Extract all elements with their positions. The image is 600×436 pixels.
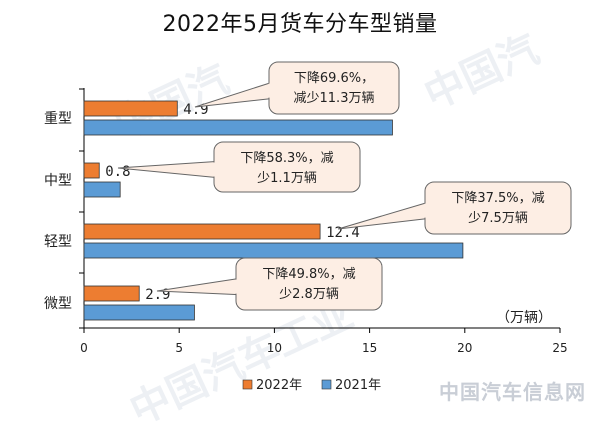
callout-join [268, 83, 272, 98]
x-tick-label: 20 [457, 341, 472, 355]
callout-text: 少1.1万辆 [257, 171, 317, 186]
callout-text: 少2.8万辆 [279, 287, 339, 302]
bar-2021 [83, 242, 464, 259]
callout-box [424, 181, 572, 235]
bar-2022 [83, 100, 178, 117]
x-tick-label: 0 [80, 341, 88, 355]
callout-text: 下降58.3%，减 [240, 151, 333, 166]
unit-label: （万辆） [496, 310, 552, 326]
bar-2022 [83, 285, 140, 302]
callout-pointer [117, 161, 217, 178]
callout-text: 下降69.6%， [294, 71, 374, 86]
callout-text: 下降49.8%，减 [262, 267, 355, 282]
callout-join [213, 162, 217, 177]
legend-label: 2021年 [335, 378, 381, 393]
callout-text: 下降37.5%，减 [451, 191, 544, 206]
x-tick-label: 5 [175, 341, 183, 355]
callout-pointer [337, 202, 428, 230]
x-tick-label: 15 [362, 341, 377, 355]
category-label: 中型 [44, 173, 72, 189]
callout-box [235, 257, 383, 311]
bar-2021 [83, 181, 121, 198]
bar-2022 [83, 162, 100, 179]
data-label: 12.4 [326, 225, 360, 241]
legend-swatch [242, 379, 253, 390]
callout-pointer [156, 278, 239, 296]
category-label: 轻型 [44, 234, 72, 250]
footer-logo: 中国汽车信息网 [439, 380, 586, 404]
bar-2021 [83, 119, 393, 136]
chart-stage: 2022年5月货车分车型销量 中国汽 中国汽 中国汽车工业 （万辆） 05101… [44, 12, 586, 435]
chart-title: 2022年5月货车分车型销量 [162, 12, 438, 37]
bar-2022 [83, 223, 321, 240]
callout-text: 少7.5万辆 [468, 211, 528, 226]
callout-join [235, 279, 239, 294]
callout-join [424, 203, 428, 218]
legend-swatch [321, 379, 332, 390]
legend-label: 2022年 [256, 378, 302, 393]
callout-box [268, 61, 400, 115]
bar-2021 [83, 304, 195, 321]
x-tick-label: 10 [267, 341, 282, 355]
x-tick-label: 25 [552, 341, 567, 355]
category-label: 重型 [44, 111, 72, 127]
callout-text: 减少11.3万辆 [294, 91, 375, 106]
bar-chart: （万辆） 0 5 10 15 20 25重型4.9中型0.8轻型12.4微型2.9下降69… [44, 61, 572, 393]
callout-pointer [194, 82, 272, 108]
category-label: 微型 [44, 296, 72, 312]
data-label: 0.8 [105, 164, 130, 180]
